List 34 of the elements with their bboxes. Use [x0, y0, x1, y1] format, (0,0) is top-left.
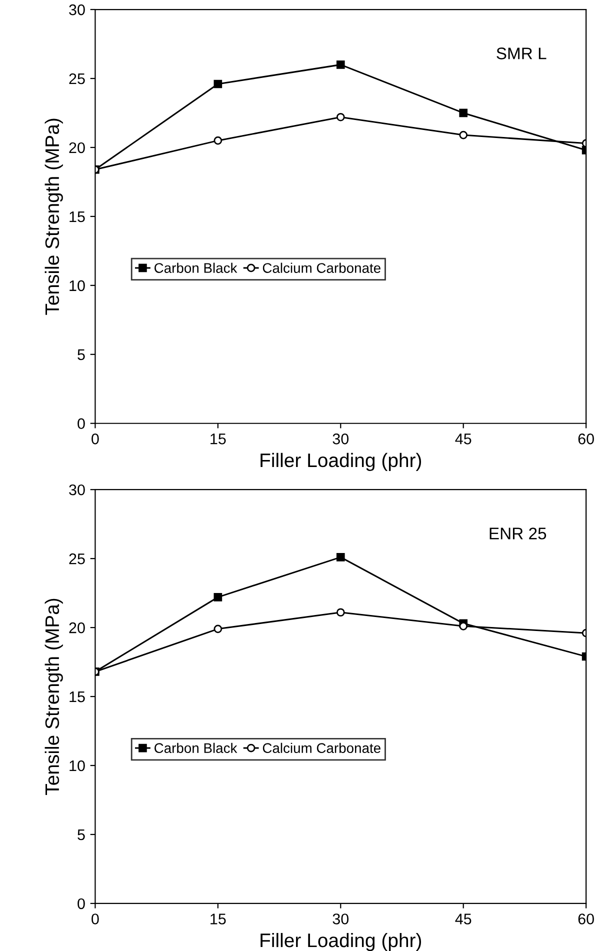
legend-label: Calcium Carbonate	[262, 742, 380, 754]
legend-label: Calcium Carbonate	[262, 262, 380, 273]
y-tick-label: 0	[78, 418, 85, 430]
y-tick-label: 15	[70, 211, 85, 222]
x-axis-title: Filler Loading (phr)	[260, 932, 422, 951]
legend-label: Carbon Black	[154, 262, 238, 273]
x-tick-label: 60	[578, 914, 594, 924]
y-tick-label: 30	[69, 484, 85, 496]
x-axis-title: Filler Loading (phr)	[260, 452, 422, 472]
legend-label: Carbon Black	[154, 742, 238, 754]
x-tick-label: 60	[578, 433, 594, 444]
y-tick-label: 30	[69, 4, 85, 16]
y-tick-label: 10	[70, 760, 85, 772]
x-tick-label: 0	[92, 914, 99, 924]
y-tick-label: 5	[78, 830, 85, 840]
x-tick-label: 0	[92, 433, 99, 444]
x-tick-label: 15	[210, 914, 226, 924]
y-tick-label: 0	[78, 898, 85, 910]
y-tick-label: 20	[69, 142, 85, 154]
y-tick-label: 5	[78, 349, 85, 360]
y-tick-label: 20	[69, 622, 85, 634]
y-tick-label: 10	[70, 280, 85, 292]
y-tick-label: 25	[69, 553, 85, 564]
annotation: ENR 25	[490, 528, 546, 540]
x-tick-label: 30	[332, 914, 349, 924]
x-tick-label: 45	[455, 434, 472, 444]
annotation: SMR L	[496, 48, 546, 60]
y-axis-title: Tensile Strength (MPa)	[44, 118, 63, 315]
x-tick-label: 15	[210, 434, 226, 444]
y-tick-label: 25	[69, 73, 85, 84]
y-tick-label: 15	[70, 692, 85, 702]
x-tick-label: 30	[332, 433, 349, 444]
x-tick-label: 45	[455, 914, 472, 924]
y-axis-title: Tensile Strength (MPa)	[44, 598, 63, 795]
